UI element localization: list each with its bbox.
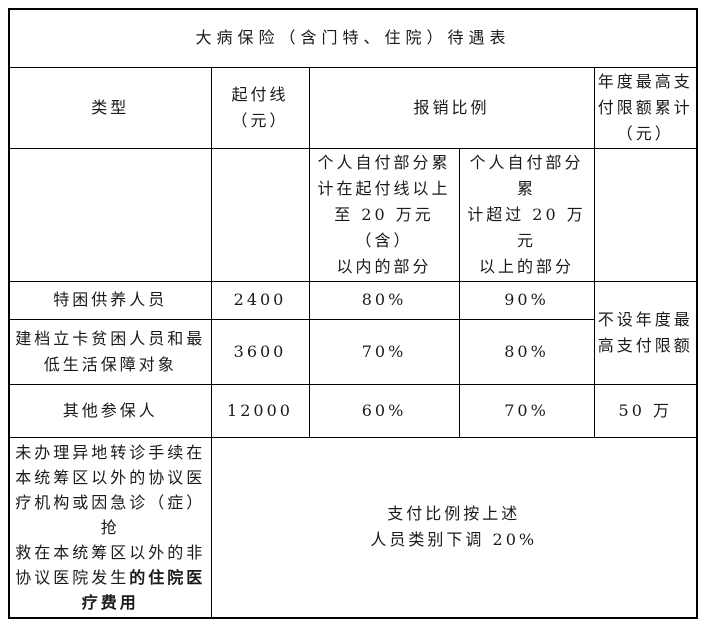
row-ratio-within-value: 60%	[308, 383, 460, 438]
row-deductible-value: 2400	[210, 280, 310, 320]
subheader-empty-deductible	[210, 147, 310, 282]
row-deductible-value: 12000	[210, 383, 310, 438]
no-cap-note: 不设年度最 高支付限额	[593, 280, 698, 385]
row-type-label: 其他参保人	[8, 383, 212, 438]
footer-row: 未办理异地转诊手续在 本统筹区以外的协议医 疗机构或因急诊（症）抢 救在本统筹区…	[8, 436, 698, 618]
header-type: 类型	[8, 66, 212, 149]
row-annual-cap-value: 50 万	[593, 383, 698, 438]
row-deductible-value: 3600	[210, 318, 310, 385]
row-ratio-within-value: 80%	[308, 280, 460, 320]
row-type-label: 特困供养人员	[8, 280, 212, 320]
footer-type-normal-text: 未办理异地转诊手续在 本统筹区以外的协议医 疗机构或因急诊（症）抢 救在本统筹区…	[15, 442, 206, 587]
row-ratio-above-value: 70%	[458, 383, 595, 438]
subheader-row: 个人自付部分累 计在起付线以上 至 20 万元（含） 以内的部分 个人自付部分累…	[8, 147, 698, 282]
header-annual-cap: 年度最高支 付限额累计 （元）	[593, 66, 698, 149]
table-row-qita: 其他参保人 12000 60% 70% 50 万	[8, 383, 698, 438]
table-row-jiandang: 建档立卡贫困人员和最 低生活保障对象 3600 70% 80%	[8, 318, 697, 385]
benefit-table: 大病保险（含门特、住院）待遇表 类型 起付线 （元） 报销比例 年度最高支 付限…	[8, 8, 698, 619]
row-ratio-above-value: 90%	[458, 280, 595, 320]
footer-type-cell: 未办理异地转诊手续在 本统筹区以外的协议医 疗机构或因急诊（症）抢 救在本统筹区…	[8, 436, 212, 618]
subheader-empty-type	[8, 147, 212, 282]
header-reimbursement-ratio: 报销比例	[308, 66, 595, 149]
row-type-label: 建档立卡贫困人员和最 低生活保障对象	[8, 318, 212, 385]
header-deductible: 起付线 （元）	[210, 66, 310, 149]
table-title: 大病保险（含门特、住院）待遇表	[8, 8, 698, 68]
row-ratio-within-value: 70%	[308, 318, 460, 385]
header-row: 类型 起付线 （元） 报销比例 年度最高支 付限额累计 （元）	[8, 66, 698, 149]
subheader-ratio-within-200k: 个人自付部分累 计在起付线以上 至 20 万元（含） 以内的部分	[308, 147, 460, 282]
subheader-empty-cap	[593, 147, 698, 282]
footer-note-cell: 支付比例按上述 人员类别下调 20%	[210, 436, 698, 618]
row-ratio-above-value: 80%	[458, 318, 595, 385]
table-row-tekun: 特困供养人员 2400 80% 90% 不设年度最 高支付限额	[8, 280, 698, 385]
title-row: 大病保险（含门特、住院）待遇表	[8, 8, 698, 68]
subheader-ratio-above-200k: 个人自付部分累 计超过 20 万元 以上的部分	[458, 147, 595, 282]
